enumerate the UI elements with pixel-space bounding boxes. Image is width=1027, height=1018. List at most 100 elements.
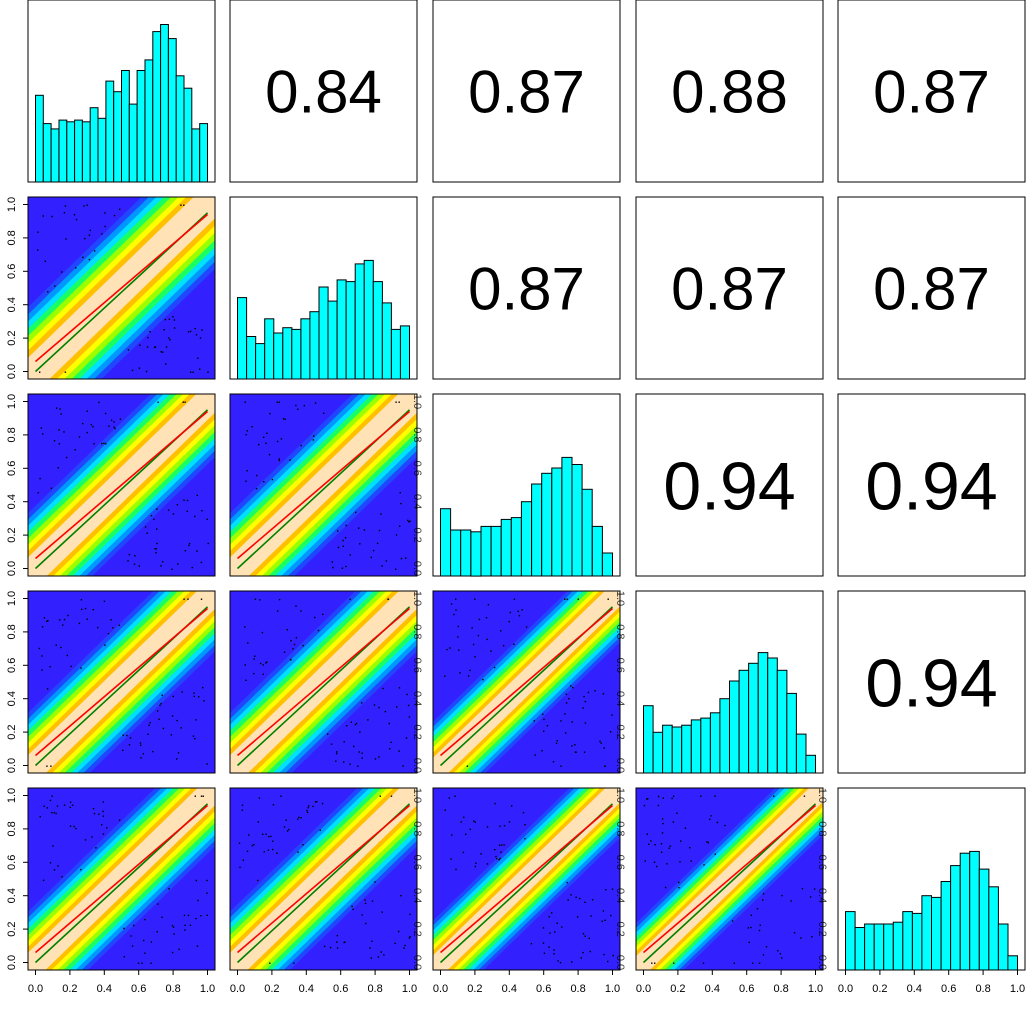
y-tick-label: 0.2 <box>6 330 18 345</box>
histogram-bar <box>89 107 99 183</box>
outlier-point <box>196 945 199 947</box>
outlier-point <box>363 529 366 531</box>
outlier-point <box>188 542 191 545</box>
outlier-point <box>400 502 402 505</box>
outlier-point <box>474 821 476 823</box>
histogram-panel-4 <box>837 787 1026 971</box>
outlier-point <box>118 624 120 626</box>
histogram-bar <box>372 281 383 380</box>
outlier-point <box>302 644 304 647</box>
y-tick-label: 0.4 <box>6 297 18 312</box>
outlier-point <box>646 798 648 800</box>
outlier-point <box>133 924 135 927</box>
inner-tick-label: 0.4 <box>411 888 423 903</box>
outlier-point <box>361 757 363 759</box>
outlier-point <box>503 825 506 827</box>
outlier-point <box>335 760 337 762</box>
outlier-point <box>601 920 603 922</box>
y-tick-label: 1.0 <box>6 591 18 606</box>
outlier-point <box>86 431 88 434</box>
outlier-point <box>541 750 543 752</box>
outlier-point <box>42 879 45 881</box>
panel-border <box>432 196 621 380</box>
outlier-point <box>63 212 66 214</box>
x-tick-label: 0.4 <box>97 983 112 995</box>
outlier-point <box>253 658 255 660</box>
inner-tick-label: 0.6 <box>816 855 828 870</box>
outlier-point <box>724 824 726 827</box>
outlier-point <box>487 604 490 606</box>
outlier-point <box>139 344 141 346</box>
outlier-point <box>565 702 568 704</box>
outlier-point <box>128 553 131 556</box>
inner-tick-label: 0.6 <box>411 658 423 673</box>
y-tick-label: 0.6 <box>6 855 18 870</box>
x-tick-label: 0.8 <box>367 983 382 995</box>
outlier-point <box>747 927 749 929</box>
outlier-point <box>376 542 379 545</box>
outlier-point <box>455 868 457 871</box>
outlier-point <box>611 888 614 890</box>
inner-tick-label: 0.2 <box>411 527 423 542</box>
outlier-point <box>138 565 140 567</box>
outlier-point <box>346 725 348 727</box>
outlier-point <box>289 658 292 661</box>
outlier-point <box>582 933 585 935</box>
outlier-point <box>282 418 285 420</box>
outlier-point <box>57 467 59 469</box>
histogram-bar <box>470 531 482 577</box>
outlier-point <box>42 433 44 435</box>
x-tick-label: 0.6 <box>739 983 754 995</box>
outlier-point <box>322 613 324 615</box>
outlier-point <box>271 478 274 481</box>
outlier-point <box>364 902 367 905</box>
outlier-point <box>459 672 461 674</box>
outlier-point <box>283 826 286 828</box>
outlier-point <box>284 418 286 420</box>
outlier-point <box>178 948 180 950</box>
x-tick-label: 0.4 <box>502 983 517 995</box>
outlier-point <box>69 801 72 803</box>
inner-tick-label: 0.0 <box>411 758 423 773</box>
outlier-point <box>156 508 158 510</box>
outlier-point <box>73 214 76 216</box>
histogram-bar <box>399 325 410 380</box>
outlier-point <box>157 903 159 905</box>
outlier-point <box>455 598 457 600</box>
outlier-point <box>197 899 199 902</box>
panel-border <box>635 393 824 577</box>
outlier-point <box>407 519 409 522</box>
outlier-point <box>678 881 680 884</box>
outlier-point <box>560 720 562 722</box>
outlier-point <box>331 561 333 563</box>
outlier-point <box>295 605 297 607</box>
outlier-point <box>602 693 605 695</box>
outlier-point <box>477 634 480 637</box>
outlier-point <box>269 962 271 964</box>
outlier-point <box>660 843 663 845</box>
outlier-point <box>543 952 546 954</box>
outlier-point <box>390 795 393 797</box>
outlier-point <box>408 716 411 718</box>
outlier-point <box>53 869 56 871</box>
outlier-point <box>168 888 170 890</box>
outlier-point <box>139 742 142 744</box>
outlier-point <box>54 285 56 287</box>
outlier-point <box>605 889 607 891</box>
outlier-point <box>336 941 338 943</box>
outlier-point <box>193 695 195 698</box>
outlier-point <box>361 752 363 754</box>
outlier-point <box>290 640 292 642</box>
outlier-point <box>158 718 160 720</box>
outlier-point <box>513 598 516 600</box>
inner-tick-label: 1.0 <box>614 788 626 803</box>
outlier-point <box>202 686 204 689</box>
y-tick-label: 0.0 <box>6 758 18 773</box>
inner-tick-label: 0.6 <box>411 855 423 870</box>
outlier-point <box>162 727 165 730</box>
outlier-point <box>286 830 289 832</box>
outlier-point <box>553 953 555 955</box>
outlier-point <box>172 513 175 515</box>
outlier-point <box>395 568 397 570</box>
outlier-point <box>257 821 259 823</box>
